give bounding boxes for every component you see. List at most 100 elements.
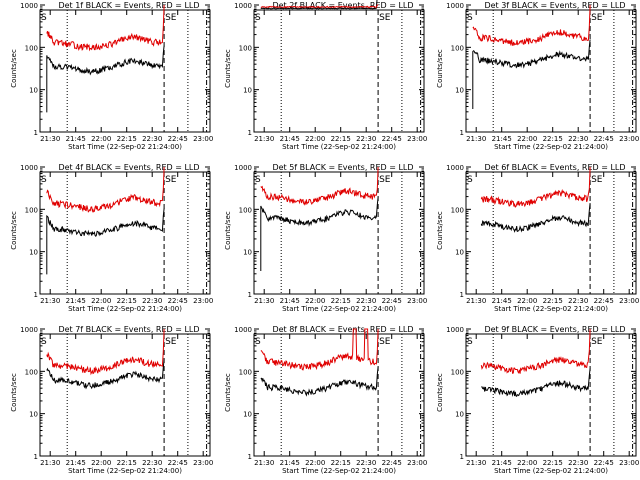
end-label: SE — [379, 175, 391, 185]
y-tick-label: 1 — [248, 453, 252, 461]
x-tick-label: 22:00 — [91, 459, 111, 467]
x-tick-label: 21:45 — [280, 297, 300, 305]
x-tick-label: 21:30 — [254, 459, 274, 467]
end-label: SE — [591, 175, 603, 185]
y-tick-label: 1000 — [234, 2, 252, 10]
y-tick-label: 1 — [460, 453, 464, 461]
x-tick-label: 22:00 — [517, 459, 537, 467]
x-tick-label: 21:30 — [254, 297, 274, 305]
y-axis-label: Counts/sec — [10, 373, 18, 412]
series-lld-line — [472, 4, 591, 47]
x-tick-label: 22:15 — [543, 135, 563, 143]
x-tick-label: 22:15 — [117, 135, 137, 143]
panel-3: Det 3f BLACK = Events, RED = LLD 1 10 100 10… — [436, 1, 639, 151]
x-tick-label: 22:30 — [568, 459, 588, 467]
y-tick-label: 1 — [34, 129, 38, 137]
y-tick-label: 100 — [451, 206, 464, 214]
series-events-line — [260, 366, 379, 397]
panel-title: Det 9f BLACK = Events, RED = LLD — [484, 325, 625, 334]
x-tick-label: 21:45 — [280, 135, 300, 143]
x-axis-label: Start Time (22-Sep-02 21:24:00) — [494, 143, 608, 151]
y-axis-label: Counts/sec — [436, 211, 444, 250]
x-tick-label: 23:00 — [193, 297, 213, 305]
panel-9: Det 9f BLACK = Events, RED = LLD 1 10 100 10… — [436, 325, 639, 475]
y-tick-label: 100 — [25, 206, 38, 214]
x-tick-label: 22:00 — [305, 297, 325, 305]
y-tick-label: 10 — [455, 87, 464, 95]
x-tick-label: 22:45 — [382, 459, 402, 467]
plot-frame — [39, 171, 211, 295]
y-tick-label: 100 — [25, 44, 38, 52]
x-tick-label: 23:00 — [407, 459, 427, 467]
start-label: S — [467, 13, 473, 23]
x-tick-label: 23:00 — [619, 459, 639, 467]
panel-6: Det 6f BLACK = Events, RED = LLD 1 10 100 10… — [436, 163, 639, 313]
x-tick-label: 22:45 — [594, 297, 614, 305]
x-tick-label: 22:45 — [168, 297, 188, 305]
x-tick-label: 21:45 — [66, 297, 86, 305]
start-label: S — [255, 13, 261, 23]
plot-frame — [253, 171, 425, 295]
x-tick-label: 22:30 — [356, 459, 376, 467]
series-lld-line — [260, 166, 379, 206]
series-lld-line — [46, 4, 165, 52]
y-tick-label: 10 — [455, 249, 464, 257]
x-tick-label: 22:15 — [543, 459, 563, 467]
x-tick-label: 23:00 — [619, 297, 639, 305]
x-tick-label: 22:30 — [142, 135, 162, 143]
y-tick-label: 1000 — [234, 326, 252, 334]
x-tick-label: 22:30 — [142, 297, 162, 305]
x-tick-label: 22:45 — [382, 135, 402, 143]
x-tick-label: 22:45 — [382, 297, 402, 305]
series-lld-line — [480, 166, 591, 208]
series-events-line — [472, 39, 591, 109]
x-tick-label: 22:15 — [331, 135, 351, 143]
plot-frame — [465, 171, 637, 295]
y-tick-label: 100 — [239, 206, 252, 214]
x-tick-label: 21:30 — [466, 297, 486, 305]
plot-frame — [253, 333, 425, 457]
x-tick-label: 22:45 — [168, 459, 188, 467]
x-tick-label: 23:00 — [193, 459, 213, 467]
y-axis-label: Counts/sec — [436, 373, 444, 412]
y-tick-label: 1000 — [20, 326, 38, 334]
x-tick-label: 22:00 — [305, 135, 325, 143]
y-tick-label: 1000 — [20, 2, 38, 10]
y-tick-label: 1000 — [20, 164, 38, 172]
end-label: SE — [165, 175, 177, 185]
panel-5: Det 5f BLACK = Events, RED = LLD 1 10 100 10… — [224, 163, 427, 313]
x-axis-label: Start Time (22-Sep-02 21:24:00) — [282, 467, 396, 475]
series-events-line — [46, 208, 165, 275]
x-axis-label: Start Time (22-Sep-02 21:24:00) — [68, 143, 182, 151]
plot-frame — [465, 9, 637, 133]
panel-title: Det 3f BLACK = Events, RED = LLD — [484, 1, 625, 10]
panel-4: Det 4f BLACK = Events, RED = LLD 1 10 100 10… — [10, 163, 213, 313]
end-label: SE — [379, 13, 391, 23]
series-lld-line — [260, 328, 379, 371]
y-tick-label: 10 — [29, 411, 38, 419]
x-tick-label: 22:15 — [117, 297, 137, 305]
panel-title: Det 4f BLACK = Events, RED = LLD — [58, 163, 199, 172]
y-tick-label: 10 — [455, 411, 464, 419]
x-tick-label: 21:30 — [40, 297, 60, 305]
y-tick-label: 1000 — [234, 164, 252, 172]
panel-title: Det 5f BLACK = Events, RED = LLD — [272, 163, 413, 172]
x-tick-label: 22:45 — [168, 135, 188, 143]
x-tick-label: 22:45 — [594, 459, 614, 467]
x-tick-label: 22:00 — [91, 297, 111, 305]
y-tick-label: 100 — [25, 368, 38, 376]
y-tick-label: 100 — [451, 368, 464, 376]
y-tick-label: 100 — [451, 44, 464, 52]
y-tick-label: 10 — [243, 87, 252, 95]
x-tick-label: 21:45 — [492, 135, 512, 143]
start-label: S — [255, 175, 261, 185]
y-tick-label: 100 — [239, 368, 252, 376]
end-label: SE — [165, 13, 177, 23]
panel-title: Det 7f BLACK = Events, RED = LLD — [58, 325, 199, 334]
x-tick-label: 21:30 — [466, 459, 486, 467]
series-events-line — [260, 197, 379, 271]
y-axis-label: Counts/sec — [224, 211, 232, 250]
x-tick-label: 22:30 — [568, 297, 588, 305]
x-tick-label: 22:00 — [517, 297, 537, 305]
